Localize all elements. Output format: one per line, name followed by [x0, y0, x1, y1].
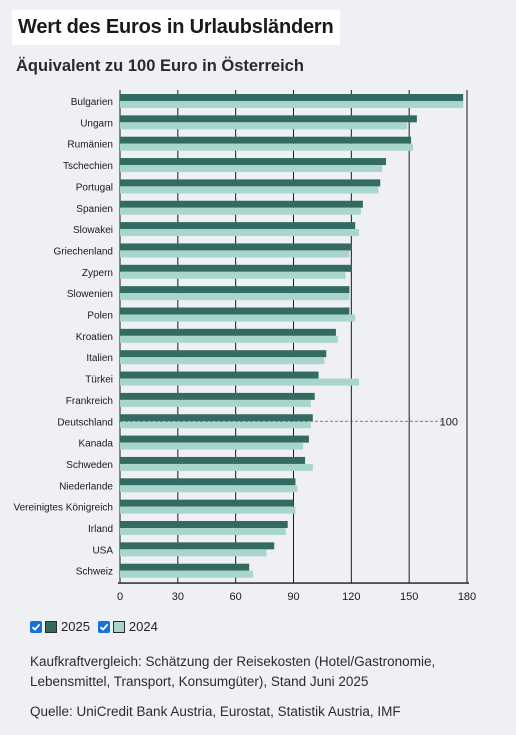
bar-2025 — [120, 521, 288, 528]
bar-2025 — [120, 435, 309, 443]
bar-2025 — [120, 286, 350, 294]
bar-2024 — [120, 528, 286, 535]
bar-2025 — [120, 456, 306, 464]
bar-2025 — [120, 222, 356, 230]
bar-2024 — [120, 335, 338, 343]
bar-2025 — [120, 563, 250, 571]
bar-2024 — [120, 207, 361, 215]
bar-2025 — [120, 414, 313, 422]
bar-2025 — [120, 264, 352, 272]
category-label: Kanada — [79, 439, 114, 450]
category-label: Italien — [86, 353, 113, 364]
bar-2025 — [120, 115, 417, 123]
bar-2025 — [120, 136, 412, 144]
reference-label: 100 — [440, 416, 458, 428]
category-label: Slowakei — [73, 225, 113, 236]
category-label: Bulgarien — [71, 97, 113, 108]
bar-2024 — [120, 570, 254, 578]
category-label: Zypern — [82, 268, 113, 279]
x-tick-label: 180 — [458, 591, 476, 603]
bar-2025 — [120, 179, 381, 187]
bar-2024 — [120, 485, 298, 493]
bar-2025 — [120, 499, 294, 507]
bar-2024 — [120, 421, 311, 429]
legend-swatch-2025 — [45, 620, 57, 633]
category-label: Spanien — [76, 204, 113, 215]
legend-label-2024: 2024 — [128, 619, 158, 634]
category-label: Slowenien — [67, 289, 113, 300]
bar-2024 — [120, 186, 379, 194]
bar-2024 — [120, 122, 408, 130]
category-label: Irland — [88, 524, 113, 535]
category-label: USA — [92, 545, 113, 556]
category-label: Tschechien — [63, 161, 113, 172]
bar-2024 — [120, 463, 313, 471]
bar-2024 — [120, 314, 356, 322]
category-label: Griechenland — [54, 246, 113, 257]
category-label: Rumänien — [67, 140, 113, 151]
bar-2024 — [120, 357, 325, 365]
x-tick-label: 60 — [230, 591, 242, 603]
category-label: Schweiz — [76, 567, 113, 578]
legend-swatch-2024 — [112, 620, 125, 633]
bar-chart: 0 30 60 90 120 150 180 Bulgarien Ungarn Rumänien T… — [13, 90, 476, 603]
bar-2024 — [120, 442, 304, 450]
bar-2024 — [120, 293, 350, 301]
bar-2025 — [120, 328, 336, 336]
bar-2024 — [120, 165, 383, 173]
bar-2024 — [120, 101, 464, 108]
footnote: Kaufkraftvergleich: Schätzung der Reisek… — [30, 654, 436, 689]
category-label: Niederlande — [59, 481, 113, 492]
category-label: Ungarn — [80, 118, 113, 129]
bar-2025 — [120, 350, 327, 358]
bar-2024 — [120, 549, 267, 557]
category-label: Vereinigtes Königreich — [13, 503, 113, 514]
category-label: Kroatien — [76, 332, 113, 343]
category-label: Portugal — [76, 182, 113, 193]
legend: 2025 2024 — [30, 619, 166, 634]
checkbox-2025[interactable] — [30, 620, 42, 633]
bar-2025 — [120, 243, 352, 251]
x-tick-label: 0 — [117, 591, 123, 603]
bar-2025 — [120, 307, 350, 315]
source-note: Quelle: UniCredit Bank Austria, Eurostat… — [30, 704, 401, 719]
category-label: Türkei — [85, 375, 113, 386]
legend-item-2024[interactable]: 2024 — [97, 619, 158, 634]
category-label: Schweden — [66, 460, 113, 471]
category-label: Frankreich — [66, 396, 113, 407]
check-icon — [99, 623, 109, 631]
bar-2025 — [120, 158, 387, 166]
bar-2025 — [120, 478, 296, 486]
x-tick-label: 150 — [400, 591, 418, 603]
x-tick-label: 90 — [287, 591, 299, 603]
legend-label-2025: 2025 — [61, 619, 90, 634]
x-tick-label: 30 — [172, 591, 184, 603]
bar-2024 — [120, 229, 360, 237]
bar-2024 — [120, 378, 360, 386]
bar-2025 — [120, 371, 319, 379]
chart-title: Wert des Euros in Urlaubsländern — [12, 10, 340, 45]
bar-2024 — [120, 506, 296, 514]
x-tick-label: 120 — [342, 591, 360, 603]
bar-2024 — [120, 250, 350, 258]
bar-2024 — [120, 399, 311, 407]
bar-2024 — [120, 271, 346, 279]
bar-2025 — [120, 542, 275, 550]
bar-2024 — [120, 143, 414, 151]
bar-2025 — [120, 392, 315, 400]
category-label: Deutschland — [57, 417, 113, 428]
bar-2025 — [120, 94, 464, 101]
bar-2025 — [120, 200, 363, 208]
chart-subtitle: Äquivalent zu 100 Euro in Österreich — [16, 57, 304, 75]
checkbox-2024[interactable] — [97, 620, 110, 633]
check-icon — [31, 623, 41, 631]
category-label: Polen — [87, 311, 113, 322]
legend-item-2025[interactable]: 2025 — [30, 619, 90, 634]
